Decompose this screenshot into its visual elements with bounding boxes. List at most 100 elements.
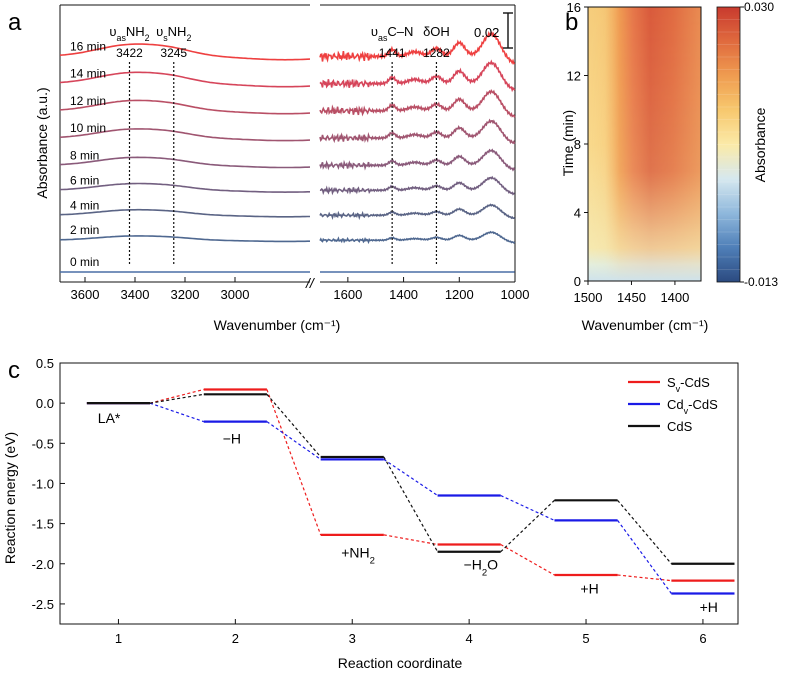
legend-label-Cdv-CdS: Cdv-CdS [667,397,718,416]
spectrum-right-6-min [319,175,515,196]
annotation-label-vs-nh2-sub2: 2 [186,33,191,43]
colorbar-label: Absorbance [752,107,768,182]
annotation-value-vs-nh2: 3245 [160,46,187,60]
connector-Cdv-CdS-3 [383,458,438,497]
tick-label-b-y-4: 4 [574,206,581,221]
tick-label-b-x-1450: 1450 [617,290,646,305]
annotation-label-vas-cn-rest: C–N [387,24,413,39]
step-label-nh2-sub: 2 [370,555,375,566]
tick-label-c-y--1: -1.0 [32,476,54,491]
tick-label-b-x-1500: 1500 [574,290,603,305]
series-label-2-min: 2 min [70,223,99,237]
step-label-h2: +H [580,580,598,596]
panel-c-xlabel: Reaction coordinate [338,655,463,671]
tick-label-c-x-4: 4 [466,631,473,646]
spectrum-right-2-min [319,230,516,245]
step-label-h2o-rest: O [487,556,498,572]
panel-a-curves [59,30,516,273]
legend-legend_main: S [667,375,676,390]
step-label-h2o: −H2O [464,556,499,578]
spectrum-left-14-min [59,71,311,88]
annotation-label-vas-nh2-main: υ [109,24,116,39]
step-label-h3-main: +H [700,599,718,615]
legend-legend_main: CdS [667,419,693,434]
scale-bar-label: 0.02 [474,25,499,40]
series-label-10-min: 10 min [70,121,106,135]
series-label-16-min: 16 min [70,39,106,53]
step-label-h1-main: −H [223,430,241,446]
axis-break-mark: // [305,275,316,291]
panel-c-energy-diagram: c 0.5 0.0 -0.5 -1.0 -1.5 -2.0 -2.5 1 2 3 4 5 6 LA* −H… [2,356,739,671]
panel-b-ticks: 1500 1450 1400 0 4 8 12 16 [567,0,690,305]
connector-CdS-5 [617,499,672,565]
tick-label-c-x-2: 2 [232,631,239,646]
spectrum-left-6-min [59,182,310,194]
tick-label-a-3400: 3400 [121,287,150,302]
connector-CdS-1 [149,393,204,404]
tick-label-a-3200: 3200 [171,287,200,302]
heatmap-hot-region [588,7,701,281]
spectrum-right-10-min [319,118,516,145]
panel-a-ir-spectra: a // 0 min 2 min 4 min 6 min 8 min 10 min 12 m… [8,4,529,333]
tick-label-a-1400: 1400 [389,287,418,302]
annotation-label-delta-oh-main: δOH [423,24,450,39]
tick-label-c-x-3: 3 [349,631,356,646]
step-label-la: LA* [98,410,121,426]
colorbar-bands [717,6,744,283]
tick-label-b-y-12: 12 [567,69,581,84]
annotation-label-vas-nh2: υasNH2 [109,24,149,43]
connector-Cdv-CdS-1 [149,402,204,423]
panel-b-xlabel: Wavenumber (cm⁻¹) [582,317,709,333]
tick-label-c-y--0.5: -0.5 [32,436,54,451]
colorbar-min-label: -0.013 [744,275,778,289]
connector-CdS-2 [266,393,322,458]
annotation-label-vas-cn-sub: as [378,33,388,43]
panel-a-label: a [8,9,22,36]
spectrum-left-2-min [59,235,310,243]
tick-label-c-x-5: 5 [582,631,589,646]
panel-b-ylabel: Time (min) [560,110,576,176]
step-label-h3: +H [700,599,718,615]
panel-a-ticks: 3600 3400 3200 3000 1600 1400 1200 1000 [71,277,529,302]
connector-Sv-CdS-1 [149,388,204,404]
tick-label-a-1600: 1600 [333,287,362,302]
annotation-label-vas-nh2-sub: as [117,33,127,43]
tick-label-b-y-8: 8 [574,137,581,152]
legend-legend_main: Cd [667,397,684,412]
step-label-la-main: LA* [98,410,121,426]
panel-a-scale-bar: 0.02 [474,12,513,49]
series-label-8-min: 8 min [70,148,99,162]
tick-label-a-3600: 3600 [71,287,100,302]
tick-label-b-y-16: 16 [567,0,581,15]
legend-legend_rest: -CdS [688,397,718,412]
series-label-4-min: 4 min [70,198,99,212]
panel-a-ylabel: Absorbance (a.u.) [34,87,50,198]
panel-c-frame: 0.5 0.0 -0.5 -1.0 -1.5 -2.0 -2.5 1 2 3 4 5 6 [32,356,739,646]
connector-Sv-CdS-4 [500,543,555,576]
connector-CdS-4 [500,499,555,553]
series-label-0-min: 0 min [70,255,99,269]
legend-legend_rest: -CdS [680,375,710,390]
colorbar-max-label: 0.030 [744,0,774,14]
annotation-value-vas-cn: 1441 [379,46,406,60]
connector-CdS-3 [383,456,439,553]
panel-a-xlabel: Wavenumber (cm⁻¹) [214,317,341,333]
tick-label-c-y--1.5: -1.5 [32,517,54,532]
spectrum-right-12-min [319,88,516,118]
tick-label-c-x-1: 1 [115,631,122,646]
annotation-label-vas-nh2-rest: NH [126,24,145,39]
annotation-value-delta-oh: 1282 [423,46,450,60]
tick-label-c-x-6: 6 [699,631,706,646]
legend-legend_sub: v [676,384,681,394]
annotation-label-vs-nh2-rest: NH [168,24,187,39]
step-label-h2o-main: −H [464,556,482,572]
spectrum-right-4-min [319,203,516,221]
annotation-label-vas-cn: υasC–N [371,24,413,43]
tick-label-a-3000: 3000 [221,287,250,302]
connector-Cdv-CdS-2 [266,421,322,460]
panel-c-axes-box [59,362,739,625]
tick-label-b-x-1400: 1400 [660,290,689,305]
spectrum-left-8-min [59,156,311,169]
